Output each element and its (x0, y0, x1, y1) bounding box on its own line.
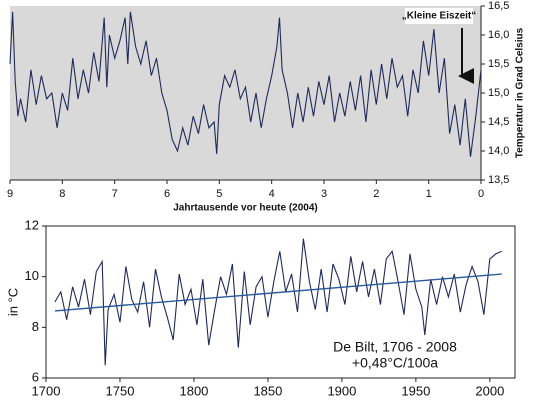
x-tick-label: 0 (478, 188, 484, 200)
y-tick-label: 10 (25, 268, 39, 283)
x-tick-label: 8 (59, 188, 65, 200)
y-tick-label: 13,5 (488, 174, 509, 186)
y-tick-label: 15,5 (488, 58, 509, 70)
x-tick-label: 1700 (32, 383, 61, 398)
x-tick-label: 5 (216, 188, 222, 200)
y-tick-label: 16,0 (488, 29, 509, 41)
x-tick-label: 1950 (401, 383, 430, 398)
y-tick-label: 6 (32, 369, 39, 384)
trend-line (54, 273, 502, 312)
temperature-line (9, 11, 482, 157)
annotation-trend: +0,48°C/100a (352, 355, 438, 371)
x-tick-label: 1 (426, 188, 432, 200)
y-tick-label: 16,5 (488, 0, 509, 12)
temperature-line (54, 238, 502, 366)
y-tick-label: 15,0 (488, 87, 509, 99)
y-tick-label: 14,5 (488, 116, 509, 128)
x-tick-label: 1800 (179, 383, 208, 398)
y-tick-label: 12 (25, 217, 39, 232)
y-tick-label: 8 (32, 319, 39, 334)
x-tick-label: 1850 (253, 383, 282, 398)
x-tick-label: 3 (321, 188, 327, 200)
x-tick-label: 1900 (327, 383, 356, 398)
x-tick-label: 1750 (106, 383, 135, 398)
x-tick-label: 2 (373, 188, 379, 200)
x-tick-label: 6 (164, 188, 170, 200)
x-axis-label: Jahrtausende vor heute (2004) (173, 203, 318, 214)
annotation: „Kleine Eiszeit“ (402, 11, 476, 22)
y-axis-label: in °C (5, 288, 20, 316)
x-tick-label: 4 (269, 188, 275, 200)
y-axis-label: Temperatur in Grad Celsius (515, 27, 526, 158)
annotation-box (405, 8, 473, 24)
x-tick-label: 7 (112, 188, 118, 200)
annotation: De Bilt, 1706 - 2008 (333, 339, 457, 355)
x-tick-label: 2000 (475, 383, 504, 398)
x-tick-label: 9 (7, 188, 13, 200)
plot-frame (45, 225, 516, 379)
y-tick-label: 14,0 (488, 145, 509, 157)
